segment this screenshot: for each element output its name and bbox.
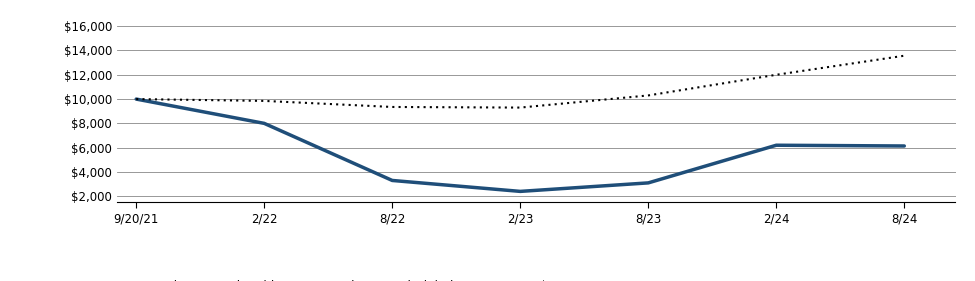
S&P 500® Index $13,570 <box>386 105 398 109</box>
S&P 500® Index $13,570 <box>515 106 527 109</box>
First Trust SkyBridge Crypto Industry and Digital Economy ETF $6,138 <box>131 98 142 101</box>
S&P 500® Index $13,570 <box>131 98 142 101</box>
Legend: First Trust SkyBridge Crypto Industry and Digital Economy ETF $6,138, S&P 500® I: First Trust SkyBridge Crypto Industry an… <box>123 280 581 281</box>
First Trust SkyBridge Crypto Industry and Digital Economy ETF $6,138 <box>643 181 654 185</box>
Line: S&P 500® Index $13,570: S&P 500® Index $13,570 <box>136 56 904 108</box>
S&P 500® Index $13,570 <box>898 54 910 57</box>
S&P 500® Index $13,570 <box>770 73 782 76</box>
S&P 500® Index $13,570 <box>258 99 270 103</box>
First Trust SkyBridge Crypto Industry and Digital Economy ETF $6,138 <box>770 144 782 147</box>
S&P 500® Index $13,570 <box>643 94 654 97</box>
Line: First Trust SkyBridge Crypto Industry and Digital Economy ETF $6,138: First Trust SkyBridge Crypto Industry an… <box>136 99 904 191</box>
First Trust SkyBridge Crypto Industry and Digital Economy ETF $6,138 <box>515 190 527 193</box>
First Trust SkyBridge Crypto Industry and Digital Economy ETF $6,138 <box>898 144 910 148</box>
First Trust SkyBridge Crypto Industry and Digital Economy ETF $6,138 <box>386 179 398 182</box>
First Trust SkyBridge Crypto Industry and Digital Economy ETF $6,138 <box>258 122 270 125</box>
